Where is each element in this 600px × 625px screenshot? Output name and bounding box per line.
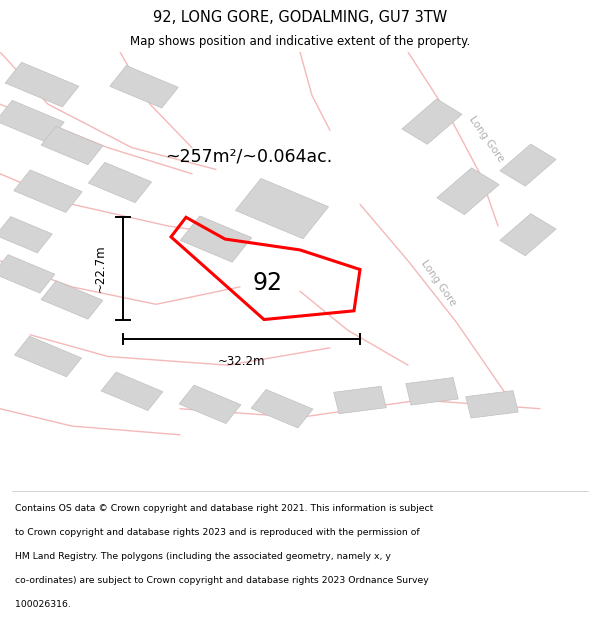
Text: Contains OS data © Crown copyright and database right 2021. This information is : Contains OS data © Crown copyright and d… [15,504,433,512]
Polygon shape [110,66,178,108]
Polygon shape [14,336,82,377]
Polygon shape [179,385,241,424]
Polygon shape [101,372,163,411]
Text: HM Land Registry. The polygons (including the associated geometry, namely x, y: HM Land Registry. The polygons (includin… [15,552,391,561]
Polygon shape [235,179,329,239]
Polygon shape [406,378,458,405]
Text: Long Gore: Long Gore [467,114,505,164]
Polygon shape [180,216,252,262]
Polygon shape [402,99,462,144]
Polygon shape [251,389,313,428]
Polygon shape [0,217,52,253]
Polygon shape [437,168,499,214]
Text: co-ordinates) are subject to Crown copyright and database rights 2023 Ordnance S: co-ordinates) are subject to Crown copyr… [15,576,429,585]
Text: Map shows position and indicative extent of the property.: Map shows position and indicative extent… [130,36,470,48]
Polygon shape [334,386,386,414]
Text: 92, LONG GORE, GODALMING, GU7 3TW: 92, LONG GORE, GODALMING, GU7 3TW [153,11,447,26]
Text: ~257m²/~0.064ac.: ~257m²/~0.064ac. [166,148,332,166]
Polygon shape [88,162,152,202]
Text: 92: 92 [252,271,282,294]
Polygon shape [500,144,556,186]
Polygon shape [5,62,79,107]
Polygon shape [14,170,82,212]
Polygon shape [500,214,556,256]
Polygon shape [41,126,103,165]
Text: to Crown copyright and database rights 2023 and is reproduced with the permissio: to Crown copyright and database rights 2… [15,528,419,537]
Polygon shape [41,281,103,319]
Text: ~32.2m: ~32.2m [218,355,265,368]
Polygon shape [466,391,518,418]
Polygon shape [0,254,55,293]
Text: Long Gore: Long Gore [419,258,457,308]
Polygon shape [0,101,64,143]
Text: 100026316.: 100026316. [15,600,71,609]
Text: ~22.7m: ~22.7m [94,244,107,292]
